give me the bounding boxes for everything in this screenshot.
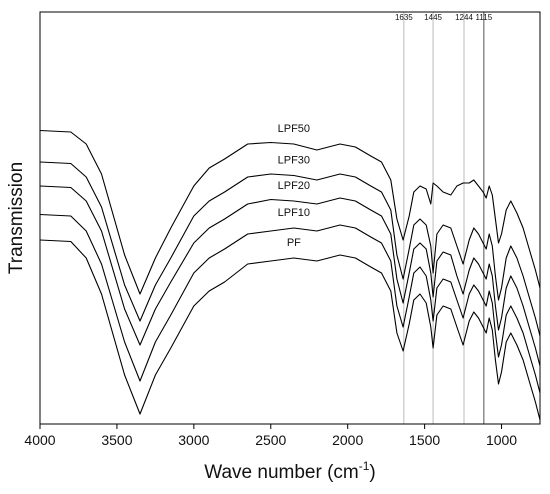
reference-lines: 1635 1445 1244 1115 [395, 12, 493, 424]
plot-frame [39, 11, 541, 425]
series-label-lpf20: LPF20 [278, 180, 310, 192]
x-tick-label-4000: 4000 [24, 432, 55, 448]
series-line-lpf20 [39, 185, 541, 367]
y-axis-title: Transmission [6, 162, 27, 274]
x-axis-title-superscript: -1 [359, 459, 370, 473]
x-tick-label-3000: 3000 [178, 432, 209, 448]
series-lines [39, 129, 541, 421]
x-axis-title: Wave number (cm-1) [204, 459, 376, 483]
series-line-lpf10 [39, 213, 541, 394]
x-tick-label-2000: 2000 [332, 432, 363, 448]
x-tick-label-1500: 1500 [409, 432, 440, 448]
reference-label-1244: 1244 [455, 13, 473, 22]
series-line-lpf50 [39, 129, 541, 295]
x-tick-label-2500: 2500 [255, 432, 286, 448]
reference-label-1115: 1115 [476, 13, 493, 22]
series-label-lpf10: LPF10 [278, 207, 310, 219]
x-axis-ticks: 4000 3500 3000 2500 2000 1500 1000 [24, 424, 517, 448]
series-label-lpf50: LPF50 [278, 123, 310, 135]
x-axis-title-end: ) [369, 462, 375, 483]
series-label-pf: PF [287, 237, 301, 249]
reference-label-1635: 1635 [395, 13, 413, 22]
x-tick-label-1000: 1000 [486, 432, 517, 448]
series-label-lpf30: LPF30 [278, 155, 310, 167]
x-axis-title-main: Wave number (cm [204, 462, 359, 483]
series-line-pf [39, 239, 541, 421]
reference-label-1445: 1445 [424, 13, 442, 22]
series-labels: LPF50 LPF30 LPF20 LPF10 PF [278, 123, 310, 249]
x-tick-label-3500: 3500 [101, 432, 132, 448]
series-line-lpf30 [39, 161, 541, 337]
